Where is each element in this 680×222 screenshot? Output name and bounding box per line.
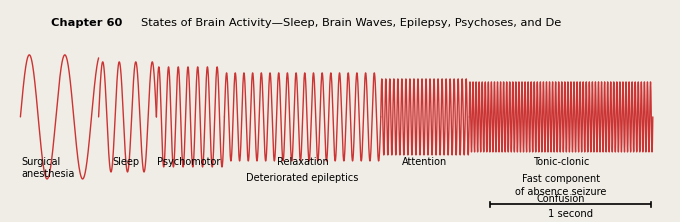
Text: Deteriorated epileptics: Deteriorated epileptics — [246, 173, 359, 183]
Text: Relaxation: Relaxation — [277, 157, 328, 167]
Text: Confusion: Confusion — [537, 194, 585, 204]
Text: Attention: Attention — [403, 157, 447, 167]
Text: Tonic-clonic: Tonic-clonic — [533, 157, 589, 167]
Text: 1 second: 1 second — [548, 209, 593, 219]
Text: Psychomotor: Psychomotor — [157, 157, 221, 167]
Text: States of Brain Activity—Sleep, Brain Waves, Epilepsy, Psychoses, and De: States of Brain Activity—Sleep, Brain Wa… — [141, 18, 562, 28]
Text: Chapter 60: Chapter 60 — [51, 18, 122, 28]
Text: Sleep: Sleep — [112, 157, 139, 167]
Text: Fast component
of absence seizure: Fast component of absence seizure — [515, 174, 607, 197]
Text: Surgical
anesthesia: Surgical anesthesia — [22, 157, 75, 179]
